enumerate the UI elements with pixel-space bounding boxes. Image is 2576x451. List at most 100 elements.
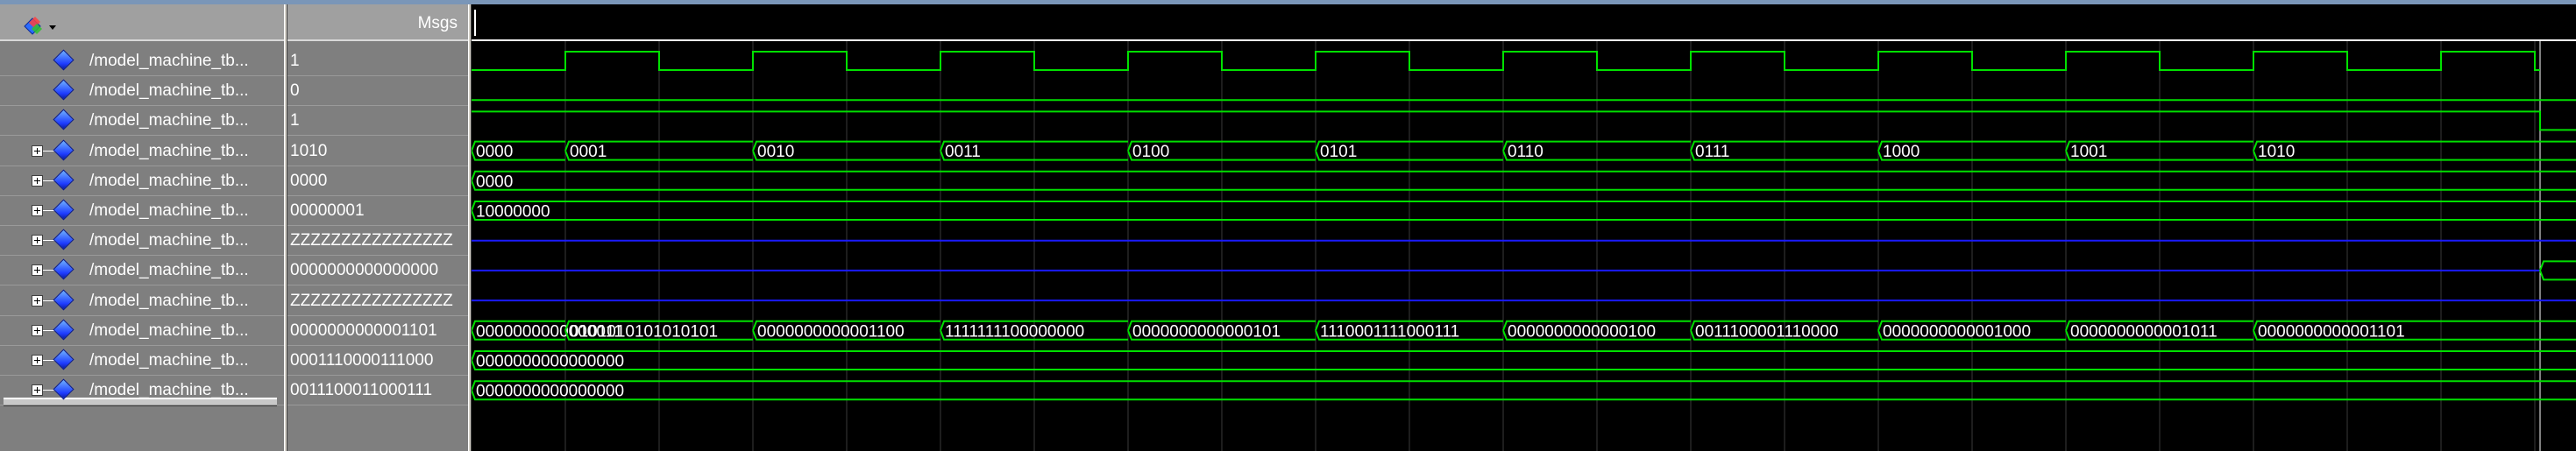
signal-value: 0000000000000000 <box>290 261 439 280</box>
expand-plus-icon[interactable] <box>32 235 43 247</box>
signal-diamond-icon <box>53 139 75 161</box>
bus-waveform <box>472 201 2576 221</box>
row-divider <box>287 194 468 196</box>
bus-segment-label: 0010 <box>757 143 794 161</box>
signal-name: /model_machine_tb... <box>89 291 249 310</box>
signal-value-row[interactable]: ZZZZZZZZZZZZZZZZ <box>287 226 468 257</box>
expand-plus-icon[interactable] <box>32 355 43 366</box>
msgs-header-label: Msgs <box>417 14 458 32</box>
signal-row[interactable]: /model_machine_tb... <box>0 346 284 376</box>
time-cursor-marker[interactable] <box>474 10 476 36</box>
signal-value-row[interactable]: ZZZZZZZZZZZZZZZZ <box>287 286 468 316</box>
signal-row[interactable]: /model_machine_tb... <box>0 76 284 107</box>
signal-value-row[interactable]: 1 <box>287 106 468 137</box>
pane-splitter-right[interactable] <box>468 4 472 451</box>
signal-row[interactable]: /model_machine_tb... <box>0 286 284 316</box>
row-divider <box>0 255 284 257</box>
bus-segment-label: 0011100001110000 <box>1695 322 1838 341</box>
clock-waveform <box>472 51 2540 71</box>
bus-segment-label: 0000 <box>476 143 513 161</box>
signal-value-row[interactable]: 1 <box>287 46 468 76</box>
signal-value: 0011100011000111 <box>290 381 433 400</box>
signal-row[interactable]: /model_machine_tb... <box>0 376 284 406</box>
signal-value-row[interactable]: 0000 <box>287 166 468 196</box>
bus-segment-label: 1111111100000000 <box>945 322 1084 341</box>
row-divider <box>287 255 468 257</box>
signal-value: 0001110000111000 <box>290 351 434 370</box>
title-strip <box>0 0 2576 4</box>
signal-name: /model_machine_tb... <box>89 351 249 370</box>
signal-diamond-icon <box>53 229 75 250</box>
expand-plus-icon[interactable] <box>32 264 43 277</box>
row-divider <box>287 314 468 316</box>
bus-segment-label: 0000000000000100 <box>1508 322 1656 341</box>
signal-row[interactable]: /model_machine_tb... <box>0 196 284 226</box>
bus-segment-label: 0100 <box>1132 143 1169 161</box>
row-divider <box>0 135 284 137</box>
signal-row[interactable]: /model_machine_tb... <box>0 166 284 196</box>
expand-plus-icon[interactable] <box>32 174 43 187</box>
signal-row[interactable]: /model_machine_tb... <box>0 226 284 257</box>
signal-value-row[interactable]: 0011100011000111 <box>287 376 468 406</box>
pane-splitter-left[interactable] <box>284 4 287 451</box>
signal-name: /model_machine_tb... <box>89 231 249 250</box>
signal-value: 0 <box>290 81 300 101</box>
bus-waveform <box>472 320 2576 341</box>
values-header: Msgs <box>287 4 468 41</box>
bus-segment-label: 0000000000001000 <box>1883 322 2031 341</box>
signal-row[interactable]: /model_machine_tb... <box>0 106 284 137</box>
signal-name: /model_machine_tb... <box>89 81 249 101</box>
signal-diamond-icon <box>53 349 75 370</box>
wave-signal-dropdown-icon[interactable] <box>21 15 60 38</box>
bus-waveform <box>2539 260 2576 281</box>
signal-value-row[interactable]: 0000000000000000 <box>287 256 468 286</box>
signal-name: /model_machine_tb... <box>89 321 249 340</box>
bus-segment-label: 0000000000001100 <box>757 322 905 341</box>
bus-waveform <box>472 350 2576 370</box>
signal-value: 0000 <box>290 171 328 190</box>
bus-segment-label: 0000000000000000 <box>476 383 624 401</box>
bus-segment-label: 0111 <box>1695 143 1729 161</box>
expand-plus-icon[interactable] <box>32 384 43 397</box>
bus-segment-label: 0011 <box>945 143 981 161</box>
row-divider <box>0 375 284 376</box>
signal-value-row[interactable]: 0 <box>287 76 468 107</box>
signal-values-pane <box>287 4 468 451</box>
signal-name: /model_machine_tb... <box>89 141 249 160</box>
bus-segment-label: 0000000000001011 <box>2070 322 2218 341</box>
expand-plus-icon[interactable] <box>32 324 43 336</box>
row-divider <box>0 75 284 76</box>
tree-connector <box>43 329 55 331</box>
row-divider <box>287 375 468 376</box>
signal-value-row[interactable]: 0001110000111000 <box>287 346 468 376</box>
row-divider <box>287 225 468 226</box>
waveform-area[interactable]: 0000 0001 0010 0011 0100 0101 0110 0111 1000 1001… <box>472 41 2576 451</box>
signal-names-pane <box>0 4 284 451</box>
signal-row[interactable]: /model_machine_tb... <box>0 137 284 166</box>
signal-name: /model_machine_tb... <box>89 261 249 280</box>
tree-connector <box>43 210 55 211</box>
signal-row[interactable]: /model_machine_tb... <box>0 256 284 286</box>
bus-segment-label: 0101 <box>1320 143 1357 161</box>
bus-segment-label: 0101010101010101 <box>570 322 718 341</box>
signal-value-row[interactable]: 0000000000001101 <box>287 316 468 346</box>
signal-diamond-icon <box>53 79 75 101</box>
expand-plus-icon[interactable] <box>32 205 43 216</box>
signal-name: /model_machine_tb... <box>89 111 249 130</box>
signal-diamond-icon <box>53 319 75 341</box>
bus-segment-label: 0000 <box>476 173 513 191</box>
signal-row[interactable]: /model_machine_tb... <box>0 316 284 346</box>
expand-plus-icon[interactable] <box>32 144 43 157</box>
bus-waveform <box>472 140 2576 161</box>
signal-value-row[interactable]: 00000001 <box>287 196 468 226</box>
row-divider <box>0 344 284 346</box>
signal-value: ZZZZZZZZZZZZZZZZ <box>290 231 453 250</box>
signal-row[interactable]: /model_machine_tb... <box>0 46 284 76</box>
tree-connector <box>43 270 55 271</box>
signal-value-row[interactable]: 1010 <box>287 137 468 166</box>
tree-connector <box>43 299 55 301</box>
expand-plus-icon[interactable] <box>32 294 43 307</box>
bus-segment-label: 0000000000000101 <box>1132 322 1281 341</box>
signal-value: 00000001 <box>290 201 365 220</box>
bus-segment-label: 0110 <box>1508 143 1543 161</box>
